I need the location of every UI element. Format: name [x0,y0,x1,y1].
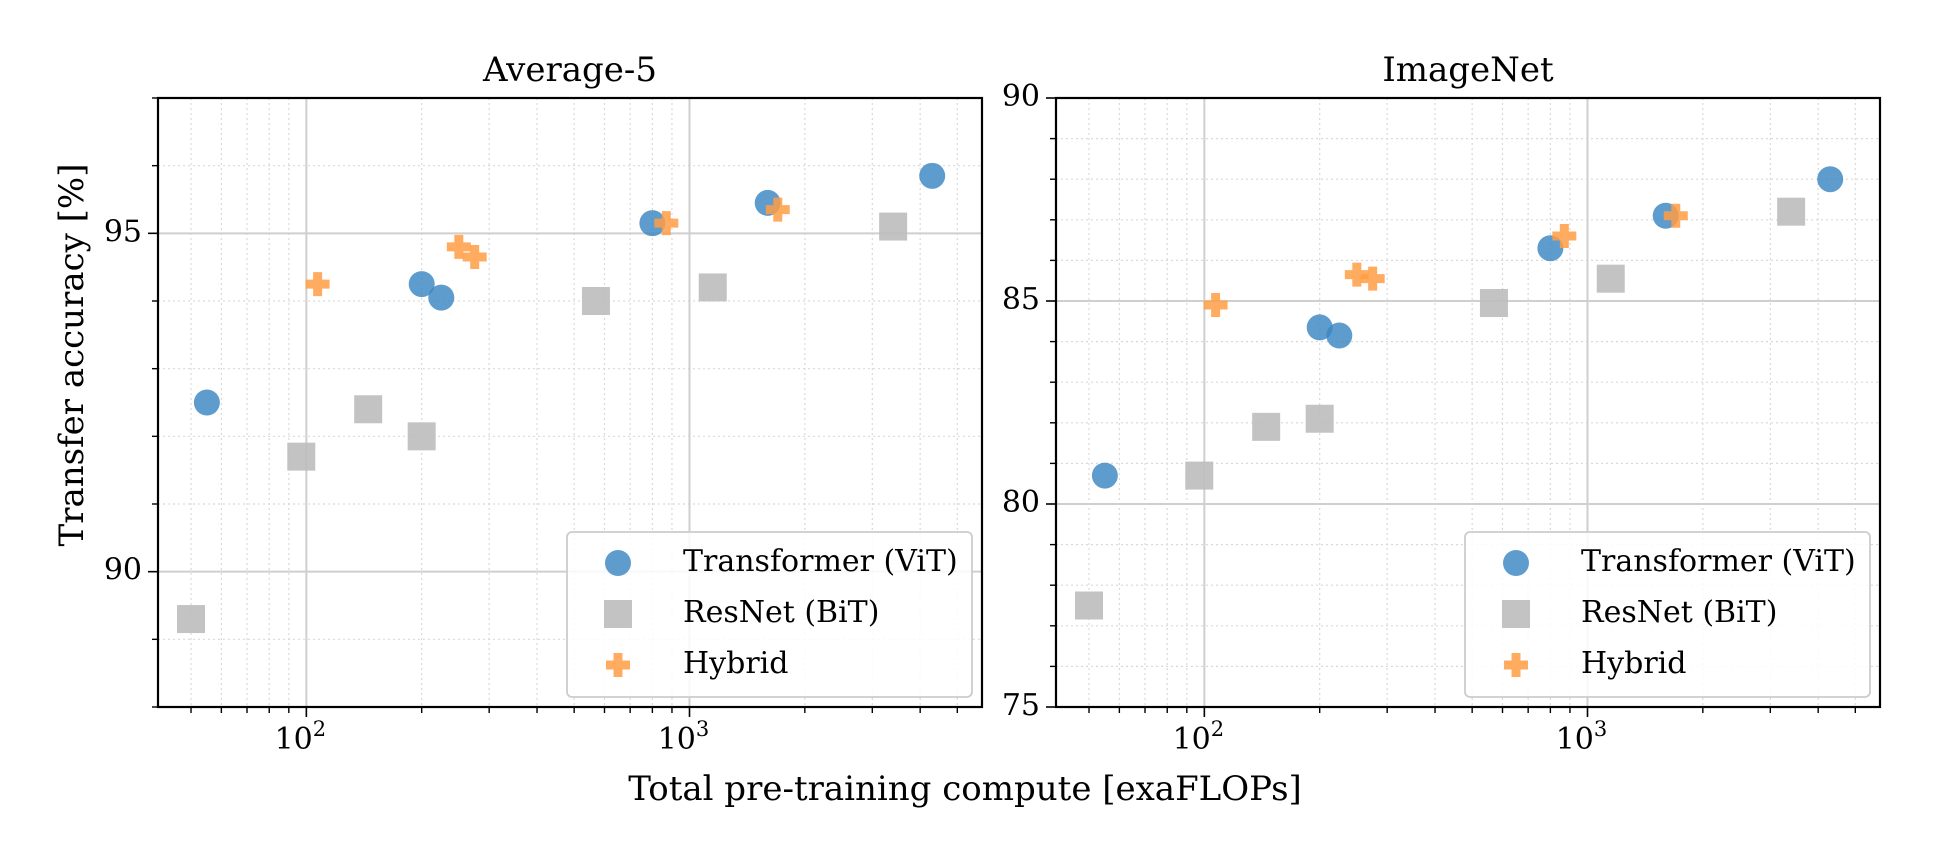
panel-title: Average-5 [482,50,657,90]
legend-label-hybrid: Hybrid [683,646,788,681]
hybrid-point [654,211,679,236]
hybrid-point [1552,224,1577,249]
resnet-point [1075,591,1104,620]
transformer-point [919,162,946,189]
y-tick-label: 85 [1002,282,1040,317]
hybrid-point [305,272,330,297]
legend-box [566,531,973,698]
x-tick-label: 102 [1173,717,1225,757]
legend-label-resnet: ResNet (BiT) [1581,595,1777,630]
transformer-point [1537,235,1564,262]
legend-marker-resnet [1502,600,1530,628]
series-resnet [1075,197,1806,620]
legend-marker-transformer [605,550,631,576]
series-hybrid [1203,203,1688,318]
resnet-point [1596,264,1625,293]
hybrid-point [1360,266,1385,291]
legend-label-transformer: Transformer (ViT) [683,544,958,579]
chart-panels: 102 103 90 95 Average-5 Transformer (ViT) ResN… [104,50,1882,757]
resnet-point [1305,404,1334,433]
legend-label-resnet: ResNet (BiT) [683,595,879,630]
resnet-point [1777,197,1806,226]
x-tick-label: 103 [1556,717,1608,757]
x-tick-label: 103 [658,717,710,757]
series-hybrid [305,197,790,297]
resnet-point [177,605,206,634]
hybrid-point [446,234,471,259]
resnet-point [1479,289,1508,318]
legend-label-transformer: Transformer (ViT) [1581,544,1856,579]
hybrid-point [765,197,790,222]
hybrid-point [1663,203,1688,228]
panel-title: ImageNet [1382,50,1554,90]
resnet-point [1252,412,1281,441]
resnet-point [1185,461,1214,490]
hybrid-point [462,245,487,270]
series-transformer [1091,166,1844,489]
resnet-point [287,442,316,471]
hybrid-point [1203,293,1228,318]
transformer-point [1306,314,1333,341]
plot-frame [156,96,984,709]
legend-marker-hybrid [606,653,630,677]
transformer-point [408,271,435,298]
y-tick-label: 80 [1002,485,1040,520]
y-tick-label: 90 [1002,79,1040,114]
y-tick-label: 95 [104,214,142,249]
panel-imagenet: 102 103 75 80 85 90 ImageNet Transformer (ViT) R… [1002,50,1882,757]
resnet-point [879,212,908,241]
legend: Transformer (ViT) ResNet (BiT) Hybrid [566,531,973,698]
resnet-point [581,287,610,315]
transformer-point [428,284,455,311]
legend-marker-hybrid [1504,653,1528,677]
series-resnet [177,212,908,634]
legend-marker-transformer [1503,550,1529,576]
legend-box [1464,531,1871,698]
resnet-point [354,395,383,424]
x-axis-label: Total pre-training compute [exaFLOPs] [628,769,1302,809]
legend-marker-resnet [604,600,632,628]
y-axis-label: Transfer accuracy [%] [52,164,92,547]
hybrid-point [1344,262,1369,287]
y-tick-label: 90 [104,553,142,588]
resnet-point [698,273,727,302]
transformer-point [1326,322,1353,349]
legend-label-hybrid: Hybrid [1581,646,1686,681]
transformer-point [1091,462,1118,489]
transformer-point [1817,166,1844,193]
legend: Transformer (ViT) ResNet (BiT) Hybrid [1464,531,1871,698]
resnet-point [407,422,436,451]
transformer-point [639,210,666,237]
x-tick-label: 102 [275,717,327,757]
transformer-point [193,389,220,416]
plot-frame [1054,96,1882,709]
y-tick-label: 75 [1002,688,1040,723]
panel-average-5: 102 103 90 95 Average-5 Transformer (ViT) ResN… [104,50,984,757]
